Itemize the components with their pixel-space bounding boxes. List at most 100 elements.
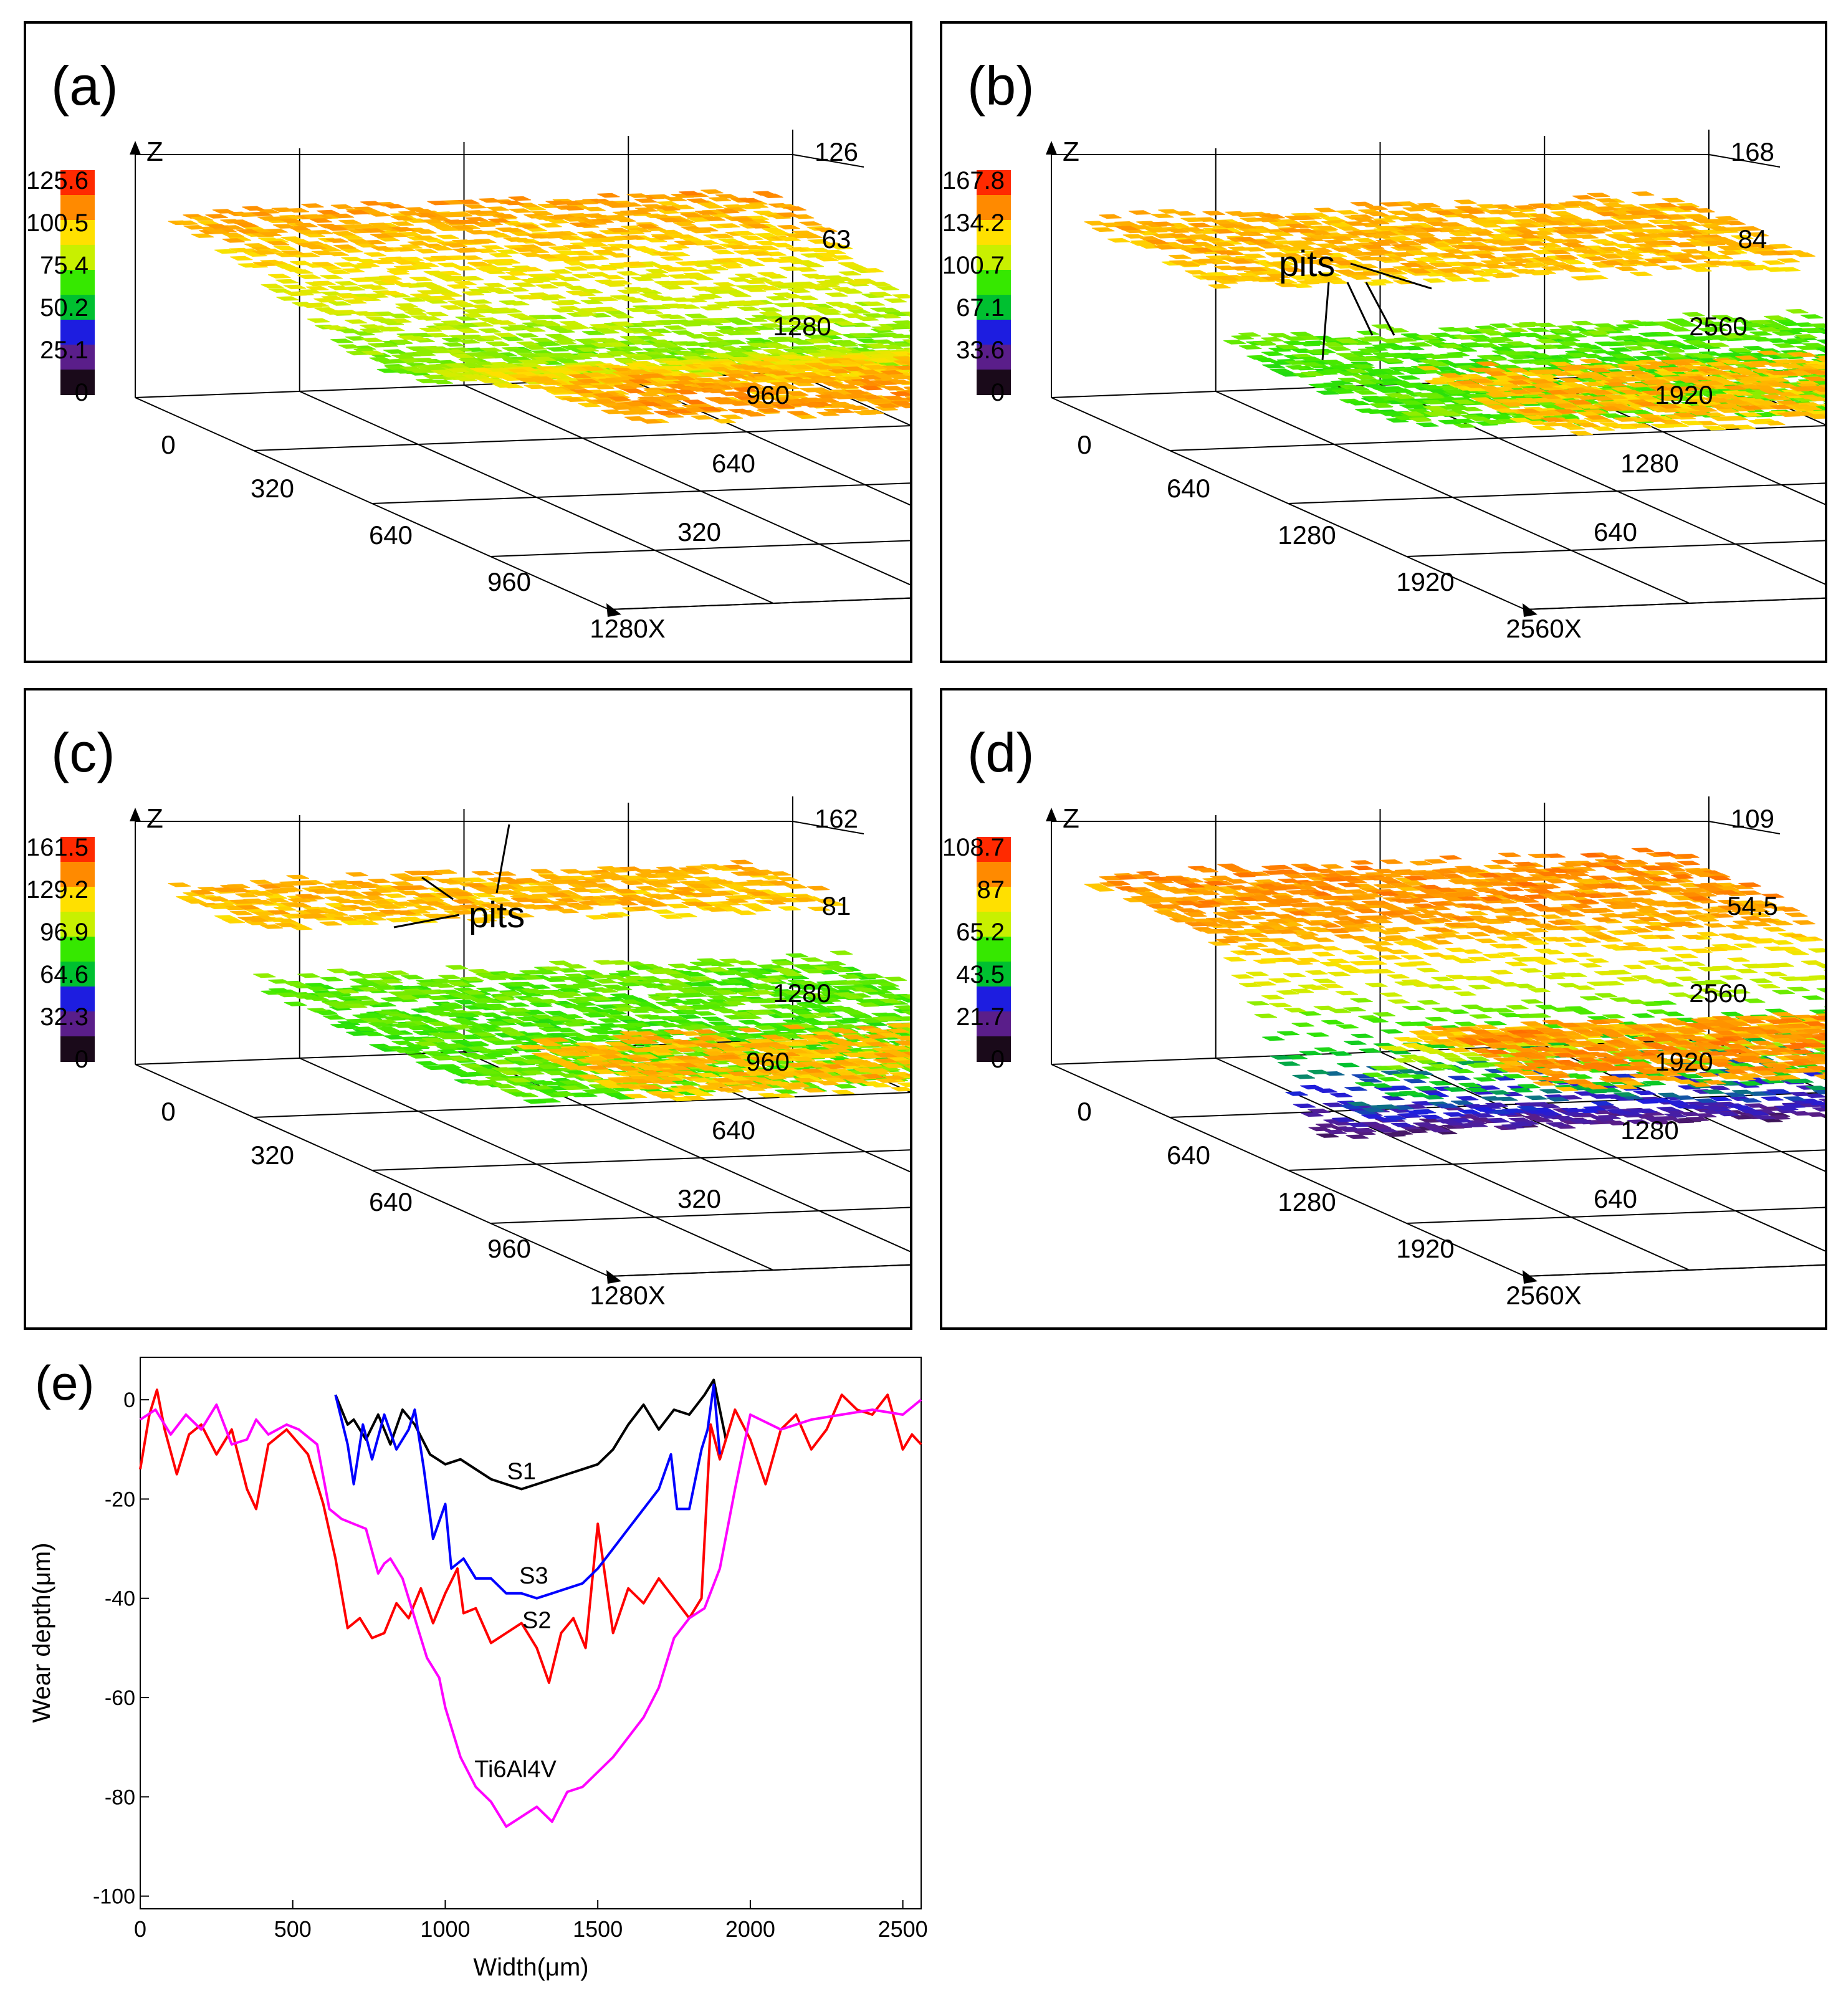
- surface-cell: [1336, 210, 1359, 215]
- z-tick: 126: [815, 137, 858, 166]
- surface-cell: [1687, 241, 1711, 246]
- surface-cell: [844, 389, 868, 394]
- surface-cell: [1208, 284, 1231, 289]
- surface-cell: [1546, 238, 1569, 244]
- surface-cell: [1569, 399, 1592, 405]
- surface-cell: [662, 360, 685, 365]
- surface-cell: [1177, 262, 1200, 267]
- surface-cell: [212, 209, 236, 214]
- surface-cell: [1331, 389, 1355, 394]
- surface-cell: [519, 252, 542, 257]
- surface-cell: [1260, 337, 1284, 342]
- surface-cell: [1235, 236, 1258, 242]
- surface-cell: [1455, 213, 1478, 219]
- surface-cell: [1507, 359, 1530, 364]
- surface-cell: [881, 386, 905, 391]
- surface-cell: [1571, 275, 1594, 281]
- surface-cell: [693, 320, 716, 325]
- surface-cell: [676, 280, 699, 285]
- surface-cell: [1769, 244, 1792, 249]
- surface-cell: [542, 274, 566, 279]
- surface-cell: [361, 350, 385, 355]
- surface-cell: [1564, 333, 1587, 338]
- surface-cell: [770, 242, 794, 248]
- surface-cell: [356, 262, 380, 267]
- surface-cell: [1602, 203, 1626, 208]
- surface-cell: [583, 372, 606, 378]
- surface-cell: [1144, 227, 1168, 233]
- surface-cell: [417, 290, 440, 295]
- surface-cell: [1311, 260, 1334, 265]
- surface-cell: [1514, 219, 1538, 224]
- surface-cell: [478, 198, 502, 203]
- surface-cell: [624, 416, 648, 421]
- surface-cell: [446, 284, 470, 289]
- surface-cell: [1714, 365, 1737, 370]
- surface-cell: [284, 291, 307, 297]
- surface-cell: [509, 348, 532, 353]
- surface-cell: [446, 368, 470, 373]
- x-tick: 1280X: [590, 614, 665, 643]
- x-axis-arrow: [606, 1270, 621, 1284]
- surface-cell: [1421, 252, 1445, 257]
- surface-cell: [1669, 367, 1693, 372]
- surface-cell: [866, 343, 889, 348]
- surface-cell: [1426, 361, 1449, 366]
- grid-line: [371, 478, 1030, 504]
- surface-cell: [1587, 330, 1610, 335]
- surface-cell: [762, 227, 785, 232]
- surface-cell: [658, 217, 681, 222]
- surface-cell: [760, 193, 783, 199]
- surface-cell: [715, 329, 739, 334]
- surface-cell: [1593, 323, 1617, 328]
- surface-cell: [344, 319, 368, 324]
- surface-cell: [1541, 266, 1564, 271]
- z-axis-arrow: [130, 141, 141, 155]
- surface-cell: [628, 374, 651, 380]
- surface-cell: [396, 306, 419, 312]
- surface-cell: [675, 261, 698, 266]
- colorbar-segment: [977, 295, 1011, 320]
- surface-cell: [517, 224, 540, 229]
- surface-cell: [419, 327, 442, 332]
- surface-cell: [643, 373, 666, 378]
- back-edge: [792, 821, 864, 834]
- surface-cell: [732, 231, 756, 236]
- surface-cell: [1270, 231, 1294, 237]
- surface-cell: [1529, 360, 1553, 366]
- surface-cell: [651, 235, 675, 241]
- surface-cell: [1545, 389, 1569, 395]
- surface-cell: [1585, 415, 1608, 420]
- pits-arrow: [1365, 282, 1395, 336]
- surface-cell: [408, 368, 431, 373]
- surface-cell: [672, 376, 696, 381]
- surface-cell: [1285, 223, 1309, 229]
- surface-cell: [409, 276, 433, 282]
- surface-cell: [1403, 353, 1426, 359]
- surface-cell: [486, 206, 510, 211]
- surface-cell: [1540, 417, 1564, 423]
- surface-cell: [548, 246, 571, 251]
- surface-cell: [1255, 217, 1278, 222]
- surface-cell: [298, 274, 321, 279]
- surface-cell: [1432, 210, 1456, 216]
- surface-cell: [1778, 321, 1802, 327]
- surface-cell: [801, 397, 825, 403]
- surface-cell: [1278, 227, 1302, 233]
- surface-cell: [702, 343, 725, 348]
- surface-cell: [538, 341, 562, 346]
- surface-cell: [1344, 221, 1368, 226]
- surface-cell: [712, 399, 735, 404]
- surface-cell: [661, 267, 684, 272]
- surface-cell: [337, 328, 361, 333]
- colorbar-segment: [60, 320, 95, 345]
- surface-cell: [394, 265, 417, 270]
- panel-c: Z 161.5 129.2 96.9 64.6 32.3 0 162 81 1280 960 640 3…: [24, 688, 1267, 1330]
- surface-cell: [628, 379, 652, 384]
- surface-cell: [236, 229, 259, 234]
- pits-annotation: pits: [1279, 244, 1432, 361]
- surface-cell: [1375, 388, 1399, 393]
- surface-cell: [383, 349, 406, 354]
- surface-cell: [430, 256, 454, 260]
- surface-cell: [1663, 387, 1687, 392]
